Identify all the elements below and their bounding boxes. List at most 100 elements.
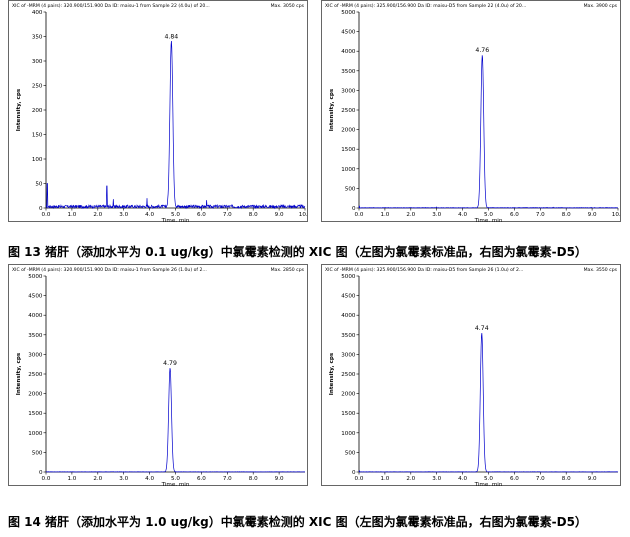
figure-14-caption: 图 14 猪肝（添加水平为 1.0 ug/kg）中氯霉素检测的 XIC 图（左图… [8, 515, 587, 529]
peak-retention-label: 4.84 [164, 33, 178, 40]
y-tick-label: 1000 [341, 431, 356, 437]
xic-trace [45, 368, 306, 473]
x-tick-label: 9.0 [588, 476, 597, 482]
figure-13-caption: 图 13 猪肝（添加水平为 0.1 ug/kg）中氯霉素检测的 XIC 图（左图… [8, 245, 587, 259]
y-tick-label: 250 [32, 84, 43, 90]
x-tick-label: 5.0 [171, 476, 180, 482]
x-tick-label: 9.0 [275, 212, 284, 218]
x-tick-label: 6.0 [510, 476, 519, 482]
y-tick-label: 1500 [341, 411, 356, 417]
y-tick-label: 5000 [28, 274, 43, 280]
x-tick-label: 4.0 [458, 476, 467, 482]
x-tick-label: 3.0 [432, 476, 441, 482]
chart-frame [8, 264, 308, 486]
x-tick-label: 2.0 [93, 476, 102, 482]
y-tick-label: 0 [352, 206, 356, 212]
x-tick-label: 7.0 [536, 476, 545, 482]
max-intensity-label: Max. 3900 cps [584, 3, 618, 9]
y-tick-label: 500 [345, 186, 356, 192]
y-tick-label: 2500 [341, 108, 356, 114]
x-axis-label: Time, min [474, 218, 503, 222]
y-tick-label: 1500 [28, 411, 43, 417]
x-tick-label: 6.0 [197, 212, 206, 218]
x-tick-label: 9.0 [275, 476, 284, 482]
xic-chart-fig13-left: XIC of -MRM (4 pairs): 320.900/151.900 D… [8, 0, 308, 222]
x-axis-label: Time, min [161, 482, 190, 486]
xic-chart-fig14-right: XIC of -MRM (4 pairs): 325.900/156.900 D… [321, 264, 621, 486]
y-tick-label: 150 [32, 133, 43, 139]
xic-trace [45, 40, 306, 210]
peak-retention-label: 4.79 [163, 360, 177, 367]
y-tick-label: 2500 [28, 372, 43, 378]
y-tick-label: 1500 [341, 147, 356, 153]
x-tick-label: 4.0 [145, 212, 154, 218]
x-tick-label: 1.0 [67, 476, 76, 482]
x-tick-label: 8.0 [562, 212, 571, 218]
y-axis-label: Intensity, cps [16, 352, 22, 395]
y-tick-label: 2000 [341, 392, 356, 398]
y-tick-label: 50 [35, 182, 43, 188]
y-tick-label: 500 [345, 450, 356, 456]
x-tick-label: 3.0 [432, 212, 441, 218]
xic-plot: XIC of -MRM (4 pairs): 320.900/151.900 D… [8, 0, 308, 222]
x-tick-label: 7.0 [223, 476, 232, 482]
xic-plot: XIC of -MRM (4 pairs): 320.900/151.900 D… [8, 264, 308, 486]
y-tick-label: 350 [32, 35, 43, 41]
xic-chart-fig14-left: XIC of -MRM (4 pairs): 320.900/151.900 D… [8, 264, 308, 486]
y-tick-label: 4000 [28, 313, 43, 319]
x-tick-label: 1.0 [380, 212, 389, 218]
y-axis-label: Intensity, cps [329, 352, 335, 395]
y-tick-label: 1000 [28, 431, 43, 437]
x-tick-label: 1.0 [67, 212, 76, 218]
x-tick-label: 4.0 [145, 476, 154, 482]
x-tick-label: 0.0 [355, 476, 364, 482]
max-intensity-label: Max. 3050 cps [271, 3, 305, 9]
y-axis-label: Intensity, cps [329, 88, 335, 131]
y-tick-label: 0 [39, 470, 43, 476]
chart-frame [321, 264, 621, 486]
max-intensity-label: Max. 2850 cps [271, 267, 305, 273]
y-tick-label: 500 [32, 450, 43, 456]
x-tick-label: 1.0 [380, 476, 389, 482]
x-tick-label: 5.0 [171, 212, 180, 218]
y-tick-label: 5000 [341, 274, 356, 280]
x-tick-label: 8.0 [249, 476, 258, 482]
x-tick-label: 10.0 [612, 212, 621, 218]
chart-header: XIC of -MRM (4 pairs): 320.900/151.900 D… [12, 267, 207, 273]
chart-frame [8, 0, 308, 222]
y-tick-label: 0 [352, 470, 356, 476]
xic-trace [358, 332, 619, 473]
y-tick-label: 4500 [341, 294, 356, 300]
y-tick-label: 0 [39, 206, 43, 212]
y-tick-label: 4500 [28, 294, 43, 300]
y-tick-label: 2000 [28, 392, 43, 398]
chart-frame [321, 0, 621, 222]
y-tick-label: 2500 [341, 372, 356, 378]
y-tick-label: 3000 [341, 352, 356, 358]
x-tick-label: 10.0 [299, 212, 308, 218]
x-tick-label: 0.0 [355, 212, 364, 218]
x-tick-label: 5.0 [484, 212, 493, 218]
y-tick-label: 1000 [341, 167, 356, 173]
x-tick-label: 5.0 [484, 476, 493, 482]
x-tick-label: 9.0 [588, 212, 597, 218]
peak-retention-label: 4.76 [475, 47, 489, 54]
chart-header: XIC of -MRM (4 pairs): 325.900/156.900 D… [325, 3, 526, 9]
x-tick-label: 3.0 [119, 212, 128, 218]
x-tick-label: 2.0 [93, 212, 102, 218]
y-tick-label: 3500 [341, 69, 356, 75]
peak-retention-label: 4.74 [475, 325, 489, 332]
y-tick-label: 200 [32, 108, 43, 114]
x-axis-label: Time, min [161, 218, 190, 222]
y-tick-label: 100 [32, 157, 43, 163]
xic-plot: XIC of -MRM (4 pairs): 325.900/156.900 D… [321, 0, 621, 222]
xic-chart-fig13-right: XIC of -MRM (4 pairs): 325.900/156.900 D… [321, 0, 621, 222]
y-axis-label: Intensity, cps [16, 88, 22, 131]
chart-header: XIC of -MRM (4 pairs): 320.900/151.900 D… [12, 3, 210, 9]
y-tick-label: 3500 [341, 333, 356, 339]
x-tick-label: 0.0 [42, 212, 51, 218]
y-tick-label: 4000 [341, 49, 356, 55]
y-tick-label: 400 [32, 10, 43, 16]
x-tick-label: 6.0 [197, 476, 206, 482]
x-tick-label: 4.0 [458, 212, 467, 218]
